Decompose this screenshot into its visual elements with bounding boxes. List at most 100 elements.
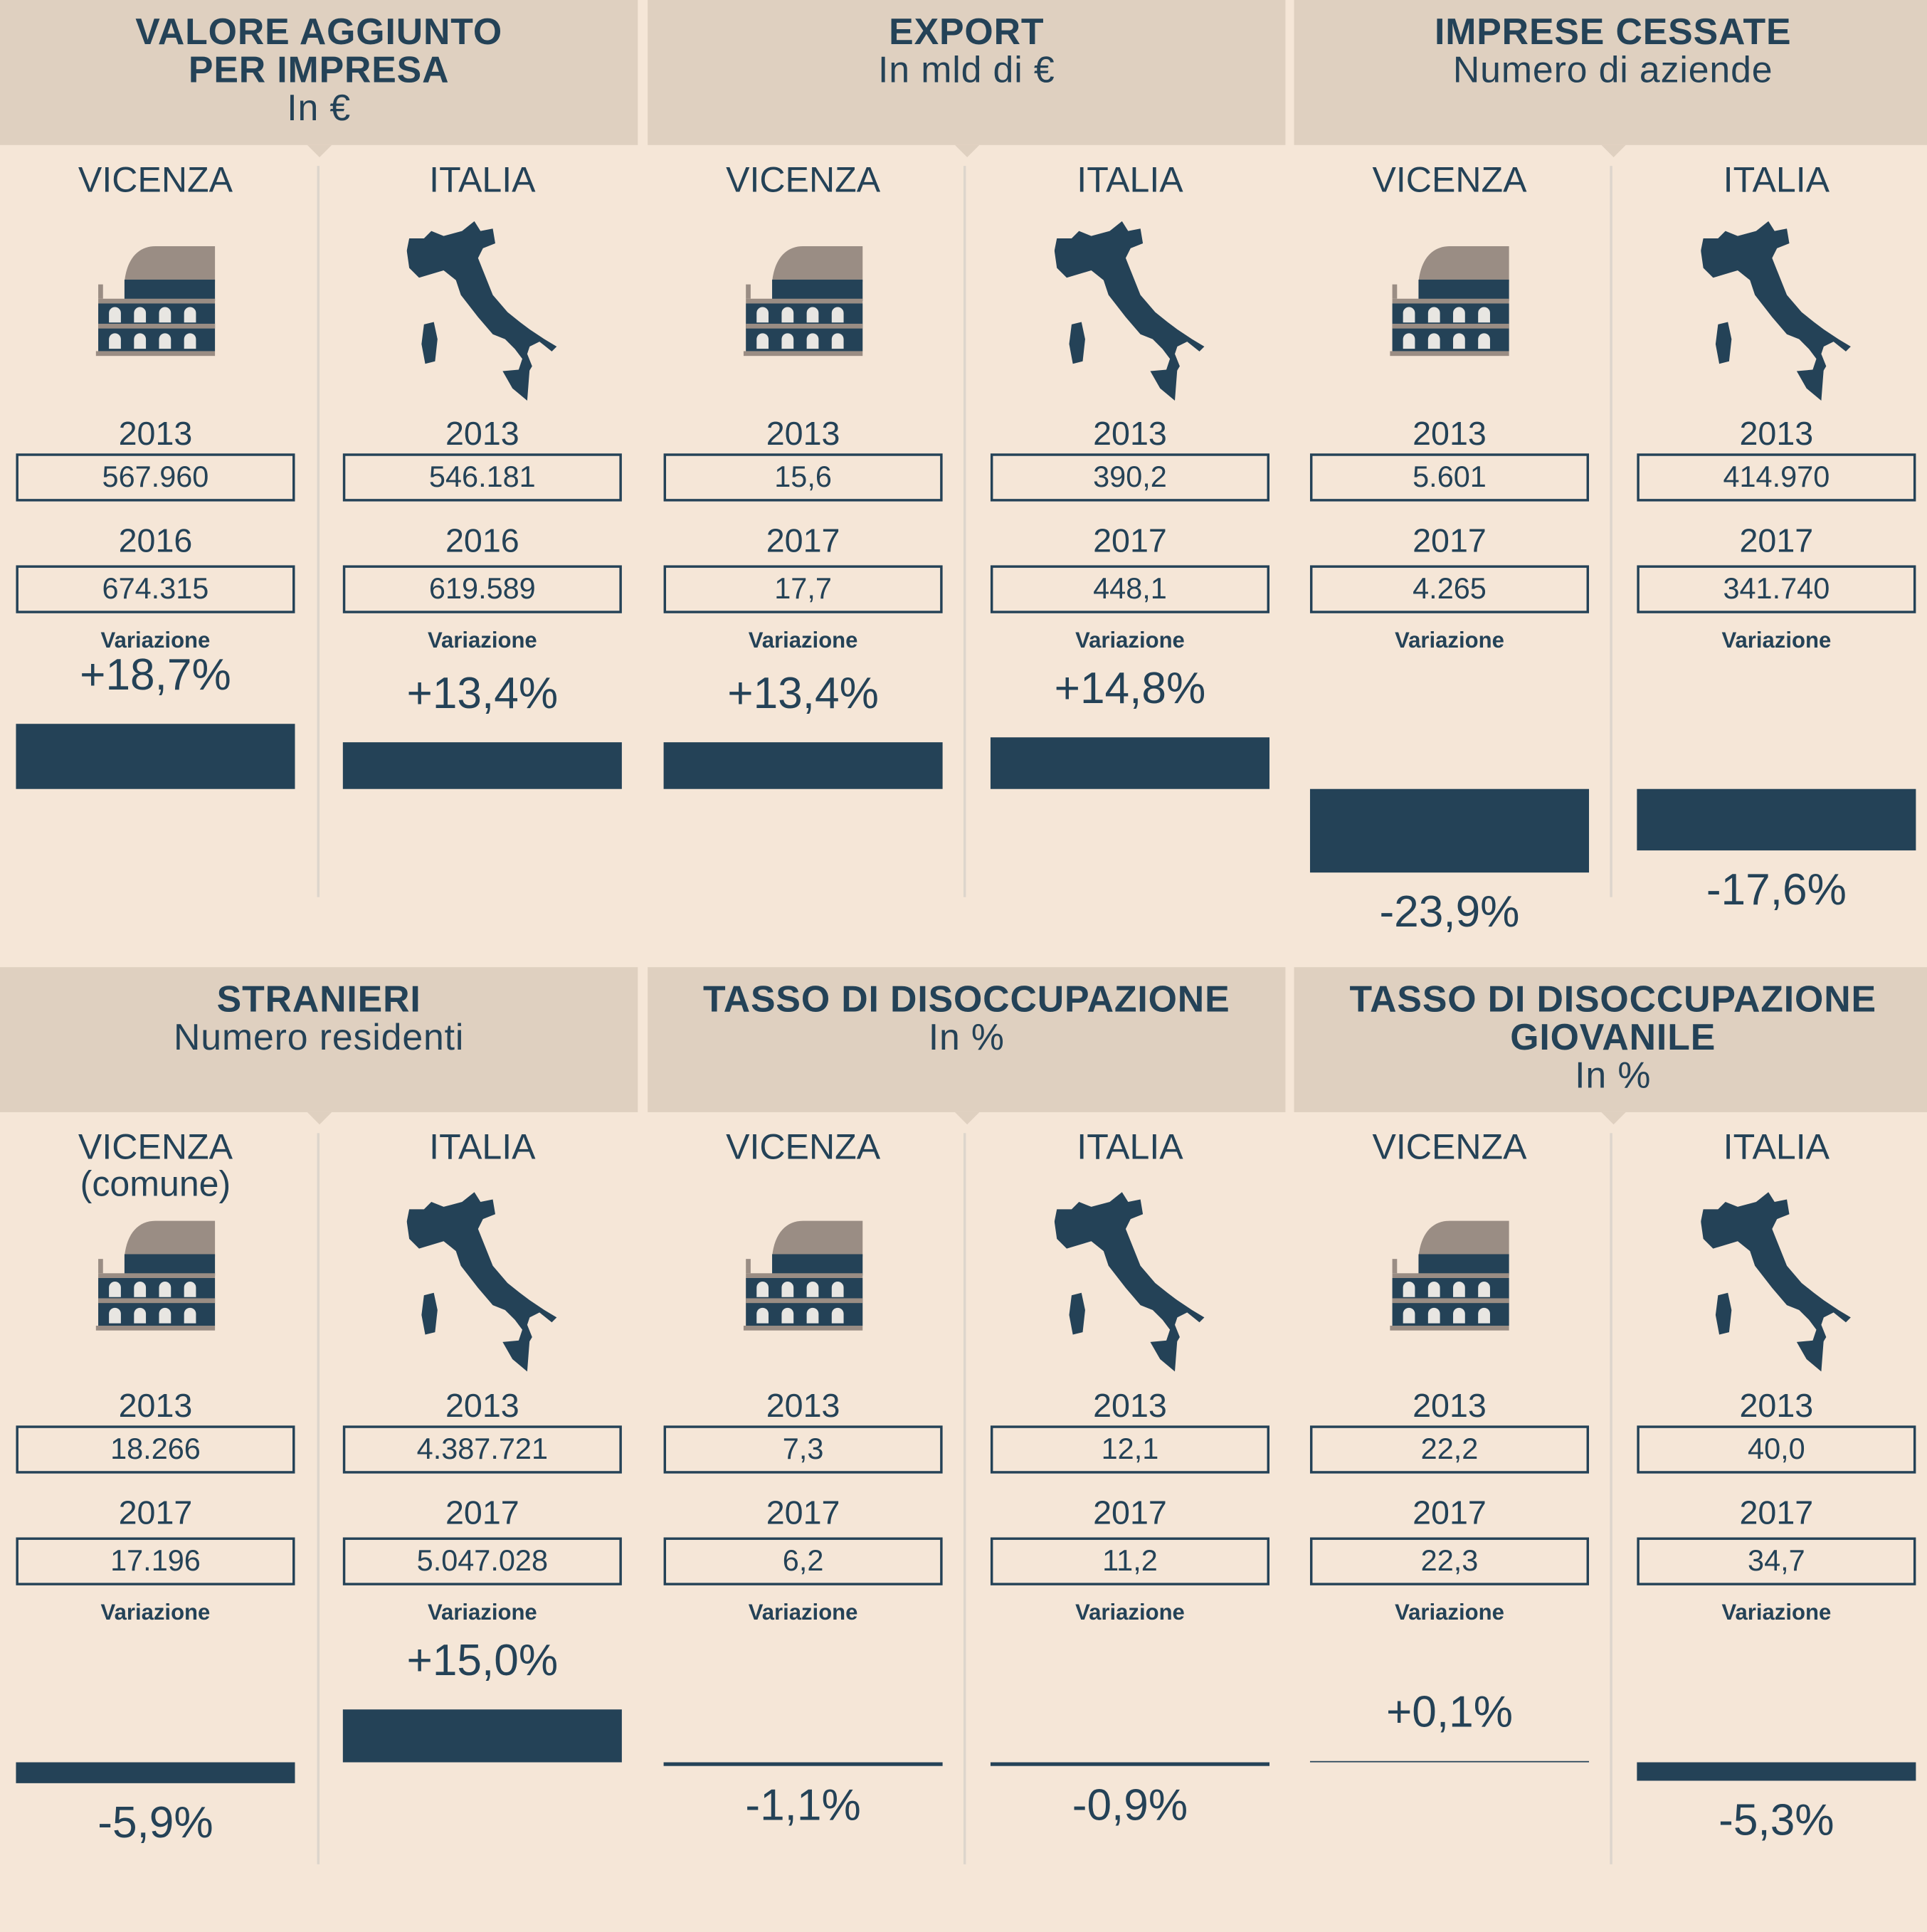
panel-header: STRANIERI Numero residenti	[0, 967, 638, 1112]
variation-label: Variazione	[748, 628, 858, 653]
year-label: 2017	[766, 522, 840, 559]
panel-title-line: IMPRESE CESSATE	[1434, 12, 1792, 53]
panel: VALORE AGGIUNTO PER IMPRESA In € VICENZA 201…	[0, 0, 638, 965]
italia-column: ITALIA 2013 40,0 2017 34,7 Variazione -5,3%	[1637, 967, 1916, 1932]
panel-title-line: In mld di €	[878, 50, 1055, 91]
value-box: 40,0	[1637, 1425, 1916, 1474]
year-label: 2016	[445, 522, 519, 559]
italia-column: ITALIA 2013 546.181 2016 619.589 Variazione +1…	[342, 0, 622, 965]
region-name: VICENZA	[78, 161, 233, 201]
italy-map-icon	[406, 1192, 559, 1378]
variation-value: +18,7%	[80, 648, 231, 700]
year-label: 2013	[1413, 415, 1487, 453]
value-box: 5.047.028	[342, 1537, 622, 1585]
year-label: 2017	[1413, 1494, 1487, 1531]
year-label: 2013	[118, 1387, 193, 1425]
region-name: ITALIA	[1723, 161, 1830, 201]
region-label: ITALIA	[991, 162, 1269, 199]
variation-bar	[1637, 788, 1916, 851]
variation-label: Variazione	[748, 1600, 858, 1625]
value-box: 619.589	[342, 565, 622, 613]
variation-bar	[342, 1709, 622, 1763]
basilica-icon	[743, 246, 863, 362]
header-pointer	[954, 1112, 979, 1125]
variation-value: +13,4%	[727, 667, 879, 718]
basilica-icon	[95, 1220, 216, 1337]
value-box: 6,2	[663, 1537, 943, 1585]
year-label: 2013	[445, 415, 519, 453]
panel-title-line: VALORE AGGIUNTO	[135, 12, 503, 53]
panel: EXPORT In mld di € VICENZA 2013 15,6 2017 17,7…	[648, 0, 1286, 965]
basilica-icon	[743, 1220, 863, 1337]
panel-title-line: PER IMPRESA	[188, 50, 450, 91]
year-label: 2013	[118, 415, 193, 453]
variation-label: Variazione	[1721, 1600, 1832, 1625]
variation-bar	[1637, 1762, 1916, 1781]
variation-bar	[1309, 1760, 1590, 1763]
year-label: 2017	[1093, 1494, 1167, 1531]
region-name: VICENZA	[1372, 161, 1527, 201]
variation-bar	[1309, 788, 1590, 873]
italy-map-icon	[1701, 221, 1853, 407]
panel-title-line: TASSO DI DISOCCUPAZIONE	[703, 979, 1230, 1020]
panel-title-line: STRANIERI	[216, 979, 421, 1020]
value-box: 4.265	[1309, 565, 1590, 613]
italia-column: ITALIA 2013 414.970 2017 341.740 Variazione -1…	[1637, 0, 1916, 965]
region-label: ITALIA	[1637, 1129, 1916, 1166]
value-box: 4.387.721	[342, 1425, 622, 1474]
variation-bar	[16, 1762, 295, 1783]
year-label: 2016	[118, 522, 193, 559]
variation-bar	[990, 1762, 1269, 1765]
variation-label: Variazione	[1395, 628, 1504, 653]
variation-label: Variazione	[427, 1600, 537, 1625]
panel: IMPRESE CESSATE Numero di aziende VICENZA 2…	[1294, 0, 1927, 965]
variation-value: +0,1%	[1385, 1685, 1513, 1736]
basilica-icon	[1390, 246, 1509, 362]
vicenza-column: VICENZA 2013 7,3 2017 6,2 Variazione -1,1%	[663, 967, 943, 1932]
region-label: ITALIA	[1637, 162, 1916, 199]
panel-title-line: Numero di aziende	[1452, 50, 1773, 91]
region-name: VICENZA	[1372, 1128, 1527, 1168]
year-label: 2017	[766, 1494, 840, 1531]
region-name: ITALIA	[1723, 1128, 1830, 1168]
italy-map-icon	[1054, 1192, 1207, 1378]
panel-header: TASSO DI DISOCCUPAZIONE GIOVANILE In %	[1294, 967, 1927, 1112]
panel: TASSO DI DISOCCUPAZIONE GIOVANILE In % VICE…	[1294, 967, 1927, 1932]
header-pointer	[306, 144, 332, 158]
region-name: ITALIA	[1077, 161, 1183, 201]
year-label: 2017	[1093, 522, 1167, 559]
value-box: 17.196	[16, 1537, 295, 1585]
value-box: 546.181	[342, 453, 622, 502]
variation-label: Variazione	[1075, 628, 1185, 653]
region-label: VICENZA	[1310, 162, 1589, 199]
variation-bar	[342, 741, 622, 789]
italia-column: ITALIA 2013 4.387.721 2017 5.047.028 Variazio…	[342, 967, 622, 1932]
variation-bar	[16, 723, 295, 789]
year-label: 2013	[1739, 415, 1814, 453]
panel-header: IMPRESE CESSATE Numero di aziende	[1294, 0, 1927, 145]
year-label: 2013	[766, 415, 840, 453]
variation-value: -5,9%	[97, 1796, 213, 1847]
region-label: VICENZA	[1310, 1129, 1589, 1166]
value-box: 12,1	[990, 1425, 1269, 1474]
region-name: VICENZA	[78, 1128, 233, 1168]
column-divider	[1610, 166, 1612, 897]
panel: TASSO DI DISOCCUPAZIONE In % VICENZA 2013 7,…	[648, 967, 1286, 1932]
value-box: 15,6	[663, 453, 943, 502]
vicenza-column: VICENZA 2013 567.960 2016 674.315 Variazione +…	[16, 0, 295, 965]
year-label: 2017	[1413, 522, 1487, 559]
panel: STRANIERI Numero residenti VICENZA (comune)…	[0, 967, 638, 1932]
variation-label: Variazione	[100, 1600, 211, 1625]
year-label: 2013	[766, 1387, 840, 1425]
variation-label: Variazione	[1075, 1600, 1185, 1625]
panel-header: EXPORT In mld di €	[648, 0, 1286, 145]
region-label: ITALIA	[343, 1129, 622, 1166]
variation-value: -0,9%	[1072, 1778, 1188, 1830]
value-box: 18.266	[16, 1425, 295, 1474]
panel-title-line: EXPORT	[889, 12, 1045, 53]
basilica-icon	[95, 246, 216, 362]
year-label: 2013	[1093, 1387, 1167, 1425]
value-box: 448,1	[990, 565, 1269, 613]
column-divider	[317, 1133, 320, 1864]
variation-value: +13,4%	[406, 667, 559, 718]
